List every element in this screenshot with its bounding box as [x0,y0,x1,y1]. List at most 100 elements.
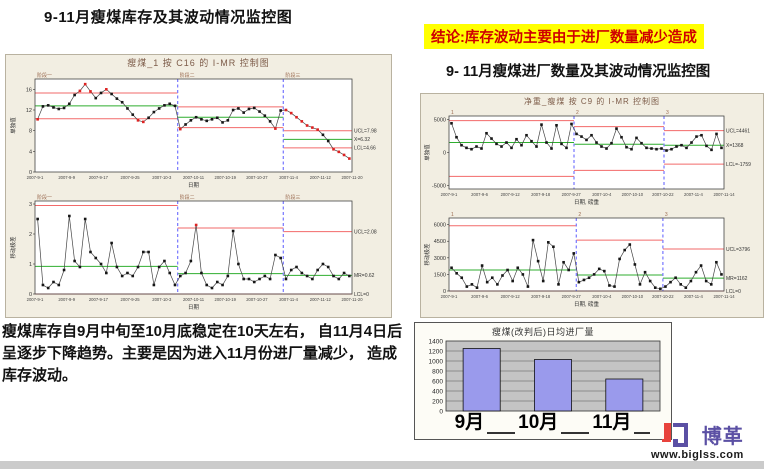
svg-text:2007-10-4: 2007-10-4 [592,294,612,299]
svg-text:1500: 1500 [434,272,446,278]
svg-text:2007-9-25: 2007-9-25 [120,297,140,302]
svg-text:2007-9-1: 2007-9-1 [26,297,43,302]
right-section-title: 9- 11月瘦煤进厂数量及其波动情况监控图 [446,64,711,80]
svg-text:2007-9-17: 2007-9-17 [88,175,108,180]
svg-text:1000: 1000 [429,358,444,365]
svg-text:2007-11-4: 2007-11-4 [279,175,298,180]
svg-text:2007-9-17: 2007-9-17 [88,297,108,302]
logo-row: 博革 [651,420,744,449]
svg-text:MR=0.62: MR=0.62 [354,273,375,279]
svg-text:2007-10-22: 2007-10-22 [652,294,674,299]
svg-text:0: 0 [443,289,446,295]
svg-text:4500: 4500 [434,239,446,245]
svg-text:2007-10-10: 2007-10-10 [622,192,644,197]
svg-text:0: 0 [28,170,31,176]
svg-text:UCL=4461: UCL=4461 [726,128,750,134]
svg-text:2007-11-12: 2007-11-12 [309,175,331,180]
svg-text:2007-10-10: 2007-10-10 [622,294,644,299]
bar-category-label: 10月 [518,412,559,433]
svg-text:LCL=0: LCL=0 [726,289,741,295]
svg-text:2007-11-12: 2007-11-12 [309,297,331,302]
left-control-chart: 瘦煤_1 按 C16 的 I-MR 控制图 阶段一 阶段二 阶段三 0 4 8 12 16 20… [5,54,392,318]
svg-text:阶段一: 阶段一 [37,194,52,201]
axis-line-segment [634,414,651,434]
svg-text:2007-11-20: 2007-11-20 [341,175,363,180]
svg-text:2007-10-4: 2007-10-4 [592,192,612,197]
svg-text:日期: 日期 [187,304,199,311]
svg-text:UCL=7.98: UCL=7.98 [354,129,377,135]
svg-text:2007-9-1: 2007-9-1 [26,175,43,180]
svg-text:5000: 5000 [434,117,446,123]
svg-text:2007-9-27: 2007-9-27 [562,294,582,299]
axis-line-segment [561,414,590,434]
right-control-chart: 净重_瘦煤 按 C9 的 I-MR 控制图 1 2 3 -5000 0 5000 2007-… [420,93,764,318]
brand-name: 博革 [701,426,744,448]
svg-text:3000: 3000 [434,256,446,262]
logo-mark-icon [661,422,688,447]
svg-text:2007-10-3: 2007-10-3 [152,175,172,180]
svg-text:单独值: 单独值 [423,144,431,161]
bottom-bar [0,461,764,469]
brand-logo: 博革 www.biglss.com [651,420,744,461]
svg-text:阶段一: 阶段一 [37,72,52,79]
brand-url: www.biglss.com [651,449,744,461]
left-individuals-panel: 阶段一 阶段二 阶段三 0 4 8 12 16 2007-9-1 2007-9-9 2007-9-1… [9,72,377,189]
svg-text:2007-9-12: 2007-9-12 [501,192,521,197]
svg-text:MR=1162: MR=1162 [726,276,748,282]
svg-text:X=1368: X=1368 [726,143,744,149]
bar-chart: 瘦煤(改判后)日均进厂量 0 200 400 600 800 1000 1200 1400 9… [414,322,672,440]
svg-text:日期, 磅重: 日期, 磅重 [574,198,600,206]
svg-text:0: 0 [28,292,31,298]
svg-text:0: 0 [439,408,443,414]
svg-text:800: 800 [432,368,443,375]
svg-text:2007-10-3: 2007-10-3 [152,297,172,302]
svg-text:2007-11-4: 2007-11-4 [684,192,703,197]
bar-chart-title: 瘦煤(改判后)日均进厂量 [492,327,594,337]
svg-text:1200: 1200 [429,348,444,355]
svg-text:2007-11-4: 2007-11-4 [279,297,298,302]
svg-text:单独值: 单独值 [9,117,17,134]
svg-text:16: 16 [25,87,31,93]
svg-text:2007-10-27: 2007-10-27 [246,297,268,302]
svg-text:移动极差: 移动极差 [9,236,17,259]
svg-text:阶段三: 阶段三 [285,194,300,201]
right-chart-title: 净重_瘦煤 按 C9 的 I-MR 控制图 [523,97,661,106]
svg-text:UCL=3796: UCL=3796 [726,247,750,253]
svg-text:12: 12 [25,108,31,114]
svg-text:8: 8 [28,129,31,135]
svg-text:2007-9-12: 2007-9-12 [501,294,521,299]
svg-text:阶段三: 阶段三 [285,72,300,79]
svg-text:LCL=0: LCL=0 [354,292,369,298]
bar-category-label: 11月 [592,412,632,433]
svg-text:2007-9-6: 2007-9-6 [471,192,488,197]
svg-text:2007-10-22: 2007-10-22 [652,192,674,197]
svg-text:日期, 磅重: 日期, 磅重 [574,300,600,308]
svg-text:4: 4 [28,149,31,155]
bar-category-label: 9月 [454,412,485,433]
svg-text:2: 2 [578,212,581,218]
svg-text:2007-9-27: 2007-9-27 [562,192,582,197]
svg-text:LCL=4.66: LCL=4.66 [354,146,376,152]
svg-text:-5000: -5000 [432,184,446,190]
svg-text:3: 3 [665,212,668,218]
right-moving-range-panel: 1 2 3 0 1500 3000 4500 6000 2007-9-1 2007-9-6 2007… [423,212,750,308]
svg-text:2007-9-1: 2007-9-1 [441,192,458,197]
svg-text:1400: 1400 [429,338,444,345]
svg-text:1: 1 [28,262,31,268]
svg-text:1: 1 [451,212,454,218]
right-individuals-panel: 1 2 3 -5000 0 5000 2007-9-1 2007-9-6 2007-9-12 20… [423,110,751,206]
svg-text:2007-9-18: 2007-9-18 [531,294,551,299]
svg-text:2007-10-19: 2007-10-19 [214,175,236,180]
svg-text:2007-9-9: 2007-9-9 [58,175,75,180]
conclusion-banner: 结论:库存波动主要由于进厂数量减少造成 [424,24,704,49]
svg-text:LCL=-1759: LCL=-1759 [726,162,751,168]
left-moving-range-panel: 阶段一 阶段二 阶段三 0 1 2 3 2007-9-1 2007-9-9 2007-9-17 20… [9,194,377,311]
svg-text:2007-11-14: 2007-11-14 [713,192,735,197]
svg-text:6000: 6000 [434,223,446,229]
svg-text:X=6.32: X=6.32 [354,137,370,143]
svg-text:2007-10-11: 2007-10-11 [182,297,204,302]
svg-text:2007-11-14: 2007-11-14 [713,294,735,299]
left-section-title: 9-11月瘦煤库存及其波动情况监控图 [44,9,293,26]
svg-text:2007-9-18: 2007-9-18 [531,192,551,197]
svg-text:2007-11-20: 2007-11-20 [341,297,363,302]
